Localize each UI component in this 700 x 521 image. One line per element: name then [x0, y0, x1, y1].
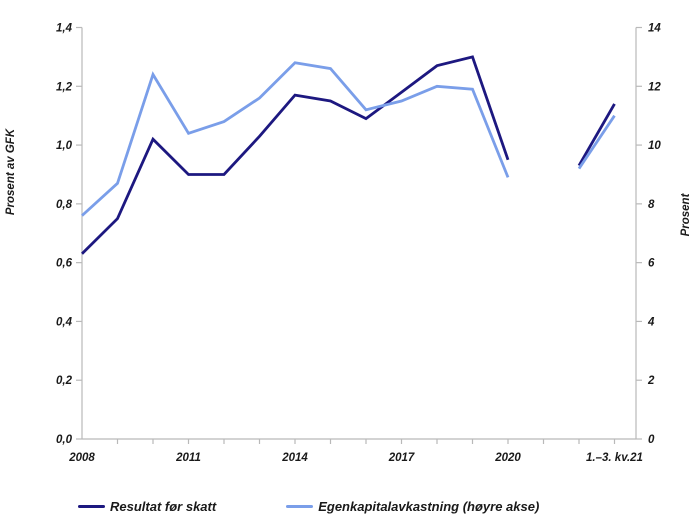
right-axis-tick-label: 8 [648, 199, 655, 211]
left-axis-title: Prosent av GFK [5, 128, 17, 215]
series-segment-egenkapitalavkastning [577, 114, 616, 170]
legend-swatch-light-line [286, 505, 314, 508]
right-axis-tick-label: 0 [648, 434, 655, 446]
legend-item-resultat-for-skatt: Resultat før skatt [78, 499, 216, 514]
left-axis-tick-label: 0,2 [56, 375, 73, 387]
right-axis-tick-label: 12 [648, 81, 661, 93]
x-axis-tick-label: 2008 [68, 452, 95, 464]
left-axis-tick-label: 1,2 [56, 81, 73, 93]
legend-label-egenkapitalavkastning: Egenkapitalavkastning (høyre akse) [318, 499, 540, 514]
legend-swatch-dark-line [78, 505, 105, 508]
right-axis-tick-label: 2 [647, 375, 655, 387]
x-axis-tick-label: 2020 [494, 452, 521, 464]
left-axis-tick-label: 0,4 [56, 316, 73, 328]
right-axis-tick-label: 6 [648, 258, 655, 270]
x-axis-tick-label: 2011 [175, 452, 201, 464]
x-axis-tick-label: 2017 [388, 452, 415, 464]
left-axis-tick-label: 0,6 [56, 258, 73, 270]
right-axis-title: Prosent [680, 192, 692, 236]
left-axis-tick-label: 1,0 [56, 140, 73, 152]
legend-item-egenkapitalavkastning: Egenkapitalavkastning (høyre akse) [286, 499, 539, 514]
right-axis-tick-label: 4 [647, 316, 655, 328]
legend-label-resultat-for-skatt: Resultat før skatt [110, 499, 217, 514]
series-line-resultat-for-skatt [81, 55, 510, 255]
x-axis-tick-label: 1.–3. kv.21 [586, 452, 643, 464]
right-axis-tick-label: 10 [648, 140, 661, 152]
line-chart-svg: 1,4 14 1,2 12 1,0 10 0,8 8 0,6 6 0,4 4 0,2 2 0,0 0 2008 2… [5, 23, 692, 465]
x-axis-tick-label: 2014 [281, 452, 308, 464]
left-axis-tick-label: 1,4 [56, 23, 73, 35]
left-axis-tick-label: 0,0 [56, 434, 73, 446]
chart-legend: Resultat før skatt Egenkapitalavkastning… [78, 499, 539, 514]
series-segment-resultat-for-skatt [577, 103, 616, 167]
left-axis-tick-label: 0,8 [56, 199, 73, 211]
right-axis-tick-label: 14 [648, 23, 661, 35]
series-line-egenkapitalavkastning [81, 61, 510, 217]
